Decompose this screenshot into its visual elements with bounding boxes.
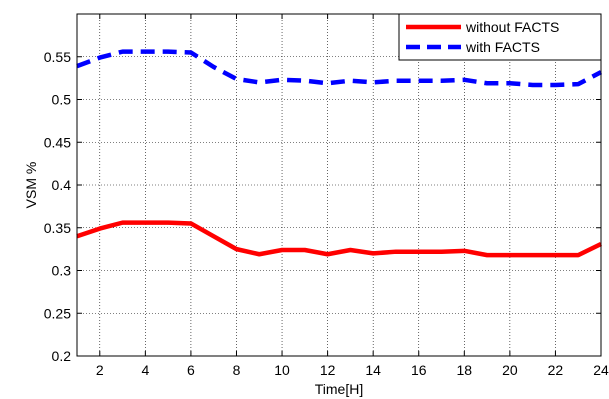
y-tick-label: 0.35 bbox=[44, 220, 71, 236]
x-tick-label: 14 bbox=[365, 362, 381, 378]
x-axis-label: Time[H] bbox=[315, 381, 363, 397]
grid-lines bbox=[77, 14, 602, 357]
y-tick-label: 0.4 bbox=[52, 177, 72, 193]
x-tick-label: 20 bbox=[502, 362, 518, 378]
legend-label-without-facts: without FACTS bbox=[465, 19, 559, 35]
y-tick-label: 0.25 bbox=[44, 305, 71, 321]
x-tick-label: 22 bbox=[548, 362, 564, 378]
x-tick-label: 8 bbox=[233, 362, 241, 378]
series-line-without-facts bbox=[76, 220, 602, 258]
x-tick-label: 16 bbox=[411, 362, 427, 378]
axis-ticks: 2 4 6 8 10 12 14 16 18 20 22 240.20.250.30.350.40.4… bbox=[44, 14, 609, 378]
y-tick-label: 0.3 bbox=[52, 263, 72, 279]
x-tick-label: 2 bbox=[96, 362, 104, 378]
x-tick-label: 10 bbox=[274, 362, 290, 378]
legend: without FACTS with FACTS bbox=[398, 13, 602, 61]
y-tick-label: 0.2 bbox=[52, 348, 72, 364]
series-line-with-facts bbox=[76, 49, 603, 88]
legend-box bbox=[398, 13, 602, 61]
series-layer bbox=[76, 49, 603, 258]
x-tick-label: 24 bbox=[593, 362, 609, 378]
x-tick-label: 6 bbox=[187, 362, 195, 378]
y-tick-label: 0.5 bbox=[52, 92, 72, 108]
x-tick-label: 18 bbox=[457, 362, 473, 378]
x-tick-label: 12 bbox=[320, 362, 336, 378]
y-tick-label: 0.55 bbox=[44, 49, 71, 65]
y-axis-label: VSM % bbox=[23, 162, 39, 209]
legend-label-with-facts: with FACTS bbox=[465, 39, 540, 55]
y-tick-label: 0.45 bbox=[44, 134, 71, 150]
x-tick-label: 4 bbox=[141, 362, 149, 378]
